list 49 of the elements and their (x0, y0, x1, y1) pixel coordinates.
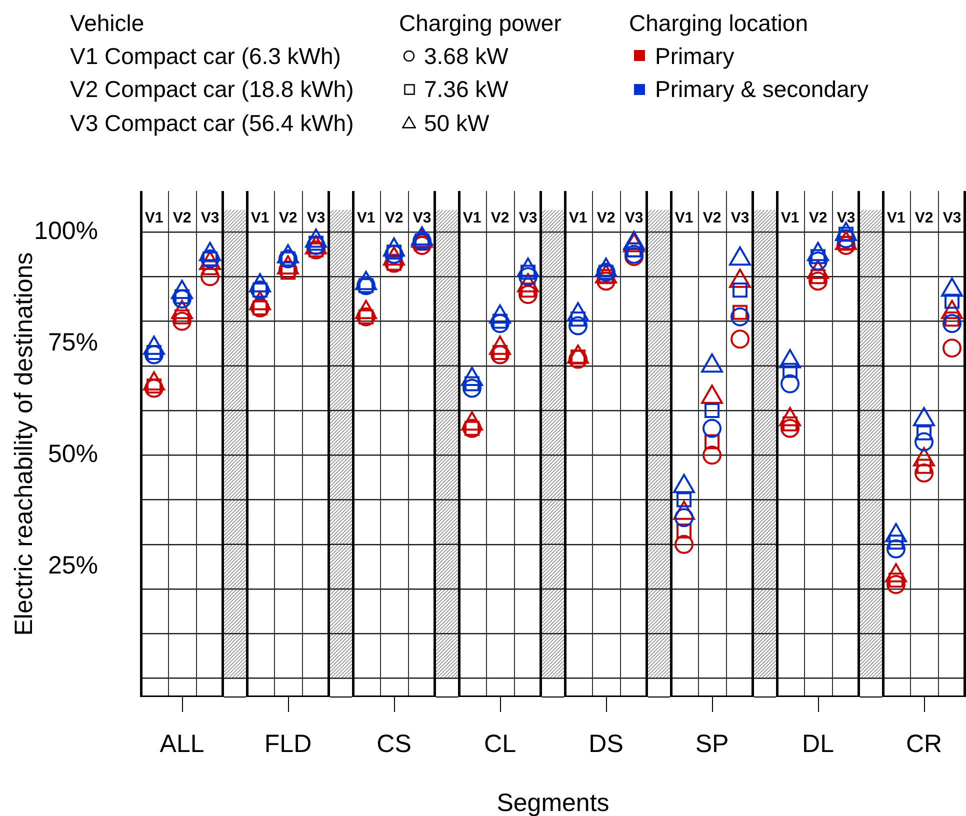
y-tick-label: 25% (48, 552, 98, 580)
x-tick-label: V2 (702, 210, 722, 227)
x-tick-label: V1 (250, 210, 270, 227)
x-tick-label: V3 (306, 210, 326, 227)
text: V3 Compact car (56.4 kWh) (70, 110, 354, 136)
x-tick-label: V2 (490, 210, 510, 227)
x-tick-label: V1 (886, 210, 906, 227)
text: 50 kW (424, 110, 490, 136)
text: 7.36 kW (424, 76, 508, 102)
x-tick-label: V3 (200, 210, 220, 227)
text: FLD (264, 730, 312, 758)
text: DL (802, 730, 834, 758)
x-tick-label: V1 (568, 210, 588, 227)
x-tick-label: V3 (624, 210, 644, 227)
x-tick-label: V1 (144, 210, 164, 227)
x-tick-label: V3 (518, 210, 538, 227)
text: V1 Compact car (6.3 kWh) (70, 42, 341, 69)
text: ALL (160, 730, 204, 758)
x-tick-label: V2 (596, 210, 616, 227)
x-tick-label: V1 (780, 210, 800, 227)
text: CL (484, 730, 516, 758)
x-tick-label: V1 (356, 210, 376, 227)
text: Vehicle (70, 10, 144, 36)
legend-title: Charging location (629, 10, 808, 36)
text: CR (906, 730, 942, 758)
text: Segments (496, 788, 610, 816)
x-tick-label: V1 (674, 210, 694, 227)
text: 3.68 kW (424, 42, 508, 69)
text: V2 Compact car (18.8 kWh) (70, 76, 354, 102)
x-tick-label: V2 (384, 210, 404, 227)
x-tick-label: V2 (914, 210, 934, 227)
x-tick-label: V1 (462, 210, 482, 227)
x-tick-label: V3 (412, 210, 432, 227)
y-tick-label: 100% (34, 216, 98, 245)
x-tick-label: V3 (942, 210, 962, 227)
y-axis-title: Electric reachability of destinations (10, 252, 38, 636)
x-tick-label: V2 (808, 210, 828, 227)
text: CS (376, 730, 412, 758)
x-tick-label: V3 (836, 210, 856, 227)
y-tick-label: 50% (48, 440, 98, 468)
text: SP (695, 730, 729, 758)
legend-label: Primary & secondary (655, 76, 868, 102)
x-tick-label: V2 (278, 210, 298, 227)
text: Charging power (399, 10, 562, 36)
text: DS (588, 730, 624, 758)
legend-label: Primary (655, 42, 734, 69)
x-tick-label: V2 (172, 210, 192, 227)
x-tick-label: V3 (730, 210, 750, 227)
y-tick-label: 75% (48, 328, 98, 356)
